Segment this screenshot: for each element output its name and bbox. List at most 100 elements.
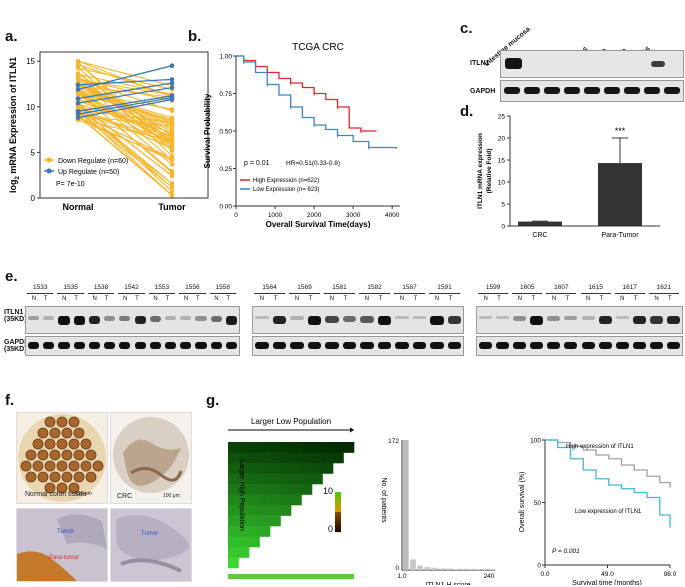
heatmap-cell: [270, 484, 281, 495]
blot-band: [615, 342, 629, 349]
blot-band: [164, 316, 177, 320]
blot-band: [325, 342, 339, 349]
crypt: [25, 449, 37, 461]
colorbar-cell: [335, 506, 341, 509]
lane-n-label: N: [586, 296, 591, 302]
panel-c-itln1-blot: [500, 50, 684, 78]
heatmap-cell: [291, 442, 302, 453]
ihc-tumor-label-1: Tumor: [57, 529, 75, 535]
y-axis-label-1: ITLN1 mRNA expression: [477, 133, 484, 209]
crypt: [85, 449, 97, 461]
sample-id: 1581: [332, 284, 347, 291]
tumor-point: [169, 77, 175, 82]
x-axis-label: Overall Survival Time(days): [266, 220, 371, 228]
up-regulate-line: [77, 98, 173, 119]
blot-band: [342, 316, 356, 322]
blot-band: [28, 342, 40, 349]
ihc-scale-bar-2: 100 μm: [163, 493, 180, 499]
sample-id: 1615: [588, 284, 603, 291]
heatmap-cell: [301, 484, 313, 495]
sample-bracket: [648, 293, 679, 294]
crypt: [37, 471, 49, 483]
y-axis-label: log2 mRNA Expression of ITLN1: [8, 57, 21, 193]
sample-bracket: [254, 293, 285, 294]
panel-g-histogram: 172 01.0 240 ITLN1 H score No. of patients: [380, 438, 495, 585]
colorbar-cell: [335, 510, 341, 513]
heatmap-cell: [249, 494, 260, 506]
heatmap-left-label: Larger High Population: [238, 459, 245, 531]
up-regulate-line: [77, 96, 173, 115]
lane-t-label: T: [565, 296, 570, 302]
heatmap-cell: [280, 494, 292, 506]
sample-id: 1556: [185, 284, 200, 291]
sample-id: 1599: [485, 284, 501, 291]
down-regulate-line: [77, 83, 173, 133]
crypt: [68, 416, 80, 428]
colorbar-cell: [335, 492, 341, 495]
legend-up-text: Up Regulate (n=50): [58, 169, 119, 176]
blot-band: [412, 342, 426, 349]
sample-id: 1582: [367, 284, 382, 291]
ihc-scale-bar-1: 100 μm: [75, 491, 92, 497]
heatmap-cell: [291, 484, 302, 495]
crypt: [56, 460, 68, 472]
tumor-point: [169, 129, 175, 134]
colorbar-max: 10: [323, 486, 333, 496]
tumor-point: [169, 119, 175, 125]
crypt: [73, 471, 85, 483]
heatmap-cell: [322, 463, 334, 474]
panel-d-chart: 25 20 15 10 5 0 CRC Para-Tumor *** ITLN1 mRNA exp…: [477, 114, 660, 239]
lane-t-label: T: [599, 296, 604, 302]
blot-band: [524, 87, 540, 94]
blot-band: [134, 342, 146, 349]
lane-t-label: T: [497, 296, 501, 302]
y-tick-label: 5: [501, 202, 505, 209]
blot-band: [513, 342, 527, 349]
x-label-normal: Normal: [62, 202, 93, 212]
heatmap-cell: [280, 484, 292, 495]
ihc-crc-label: CRC: [117, 493, 133, 500]
sample-bracket: [580, 293, 611, 294]
blot-band: [581, 342, 595, 349]
heatmap-cell: [280, 505, 292, 516]
tumor-point: [169, 85, 175, 90]
x-label-tumor: Tumor: [158, 202, 186, 212]
lane-t-label: T: [308, 296, 313, 302]
blot-band: [28, 316, 40, 321]
blot-band: [598, 316, 612, 325]
blot-band: [632, 316, 646, 325]
histogram-bar: [467, 569, 474, 570]
tumor-point: [169, 162, 175, 167]
colorbar-cell: [335, 530, 341, 533]
heatmap-cell: [249, 463, 260, 474]
blot-band: [255, 342, 269, 349]
histogram-bar: [417, 565, 423, 570]
blot-band: [430, 316, 444, 325]
heatmap-top-label: Larger Low Population: [251, 417, 331, 426]
panel-g-heatmap: Larger Low Population Larger High Populat…: [228, 417, 355, 579]
down-regulate-line: [77, 118, 173, 142]
blot-band: [412, 316, 426, 320]
heatmap-cell: [228, 442, 239, 453]
lane-t-label: T: [448, 296, 453, 302]
y-tick-label: 10: [26, 103, 35, 112]
x-tick-label: 49.0: [601, 571, 614, 578]
heatmap-cell: [249, 484, 260, 495]
tumor-point: [169, 133, 175, 138]
sample-bracket: [87, 293, 115, 294]
x-tick-label: 2000: [307, 212, 322, 219]
blot-band: [225, 342, 237, 349]
blot-band: [513, 316, 527, 321]
lane-t-label: T: [165, 296, 170, 302]
legend-low-text: Low Expression (n= 623): [253, 187, 320, 193]
colorbar-cell: [335, 516, 341, 519]
tumor-point: [169, 80, 175, 86]
sample-bracket: [324, 293, 355, 294]
heatmap-cell: [228, 536, 239, 548]
ihc-tumor-label-2: Tumor: [141, 531, 159, 537]
itln1-blot: [476, 306, 683, 334]
heatmap-cell: [249, 452, 260, 464]
blot-band: [180, 316, 192, 320]
blot-band: [119, 342, 131, 349]
x-axis-label: ITLN1 H score: [425, 582, 470, 585]
